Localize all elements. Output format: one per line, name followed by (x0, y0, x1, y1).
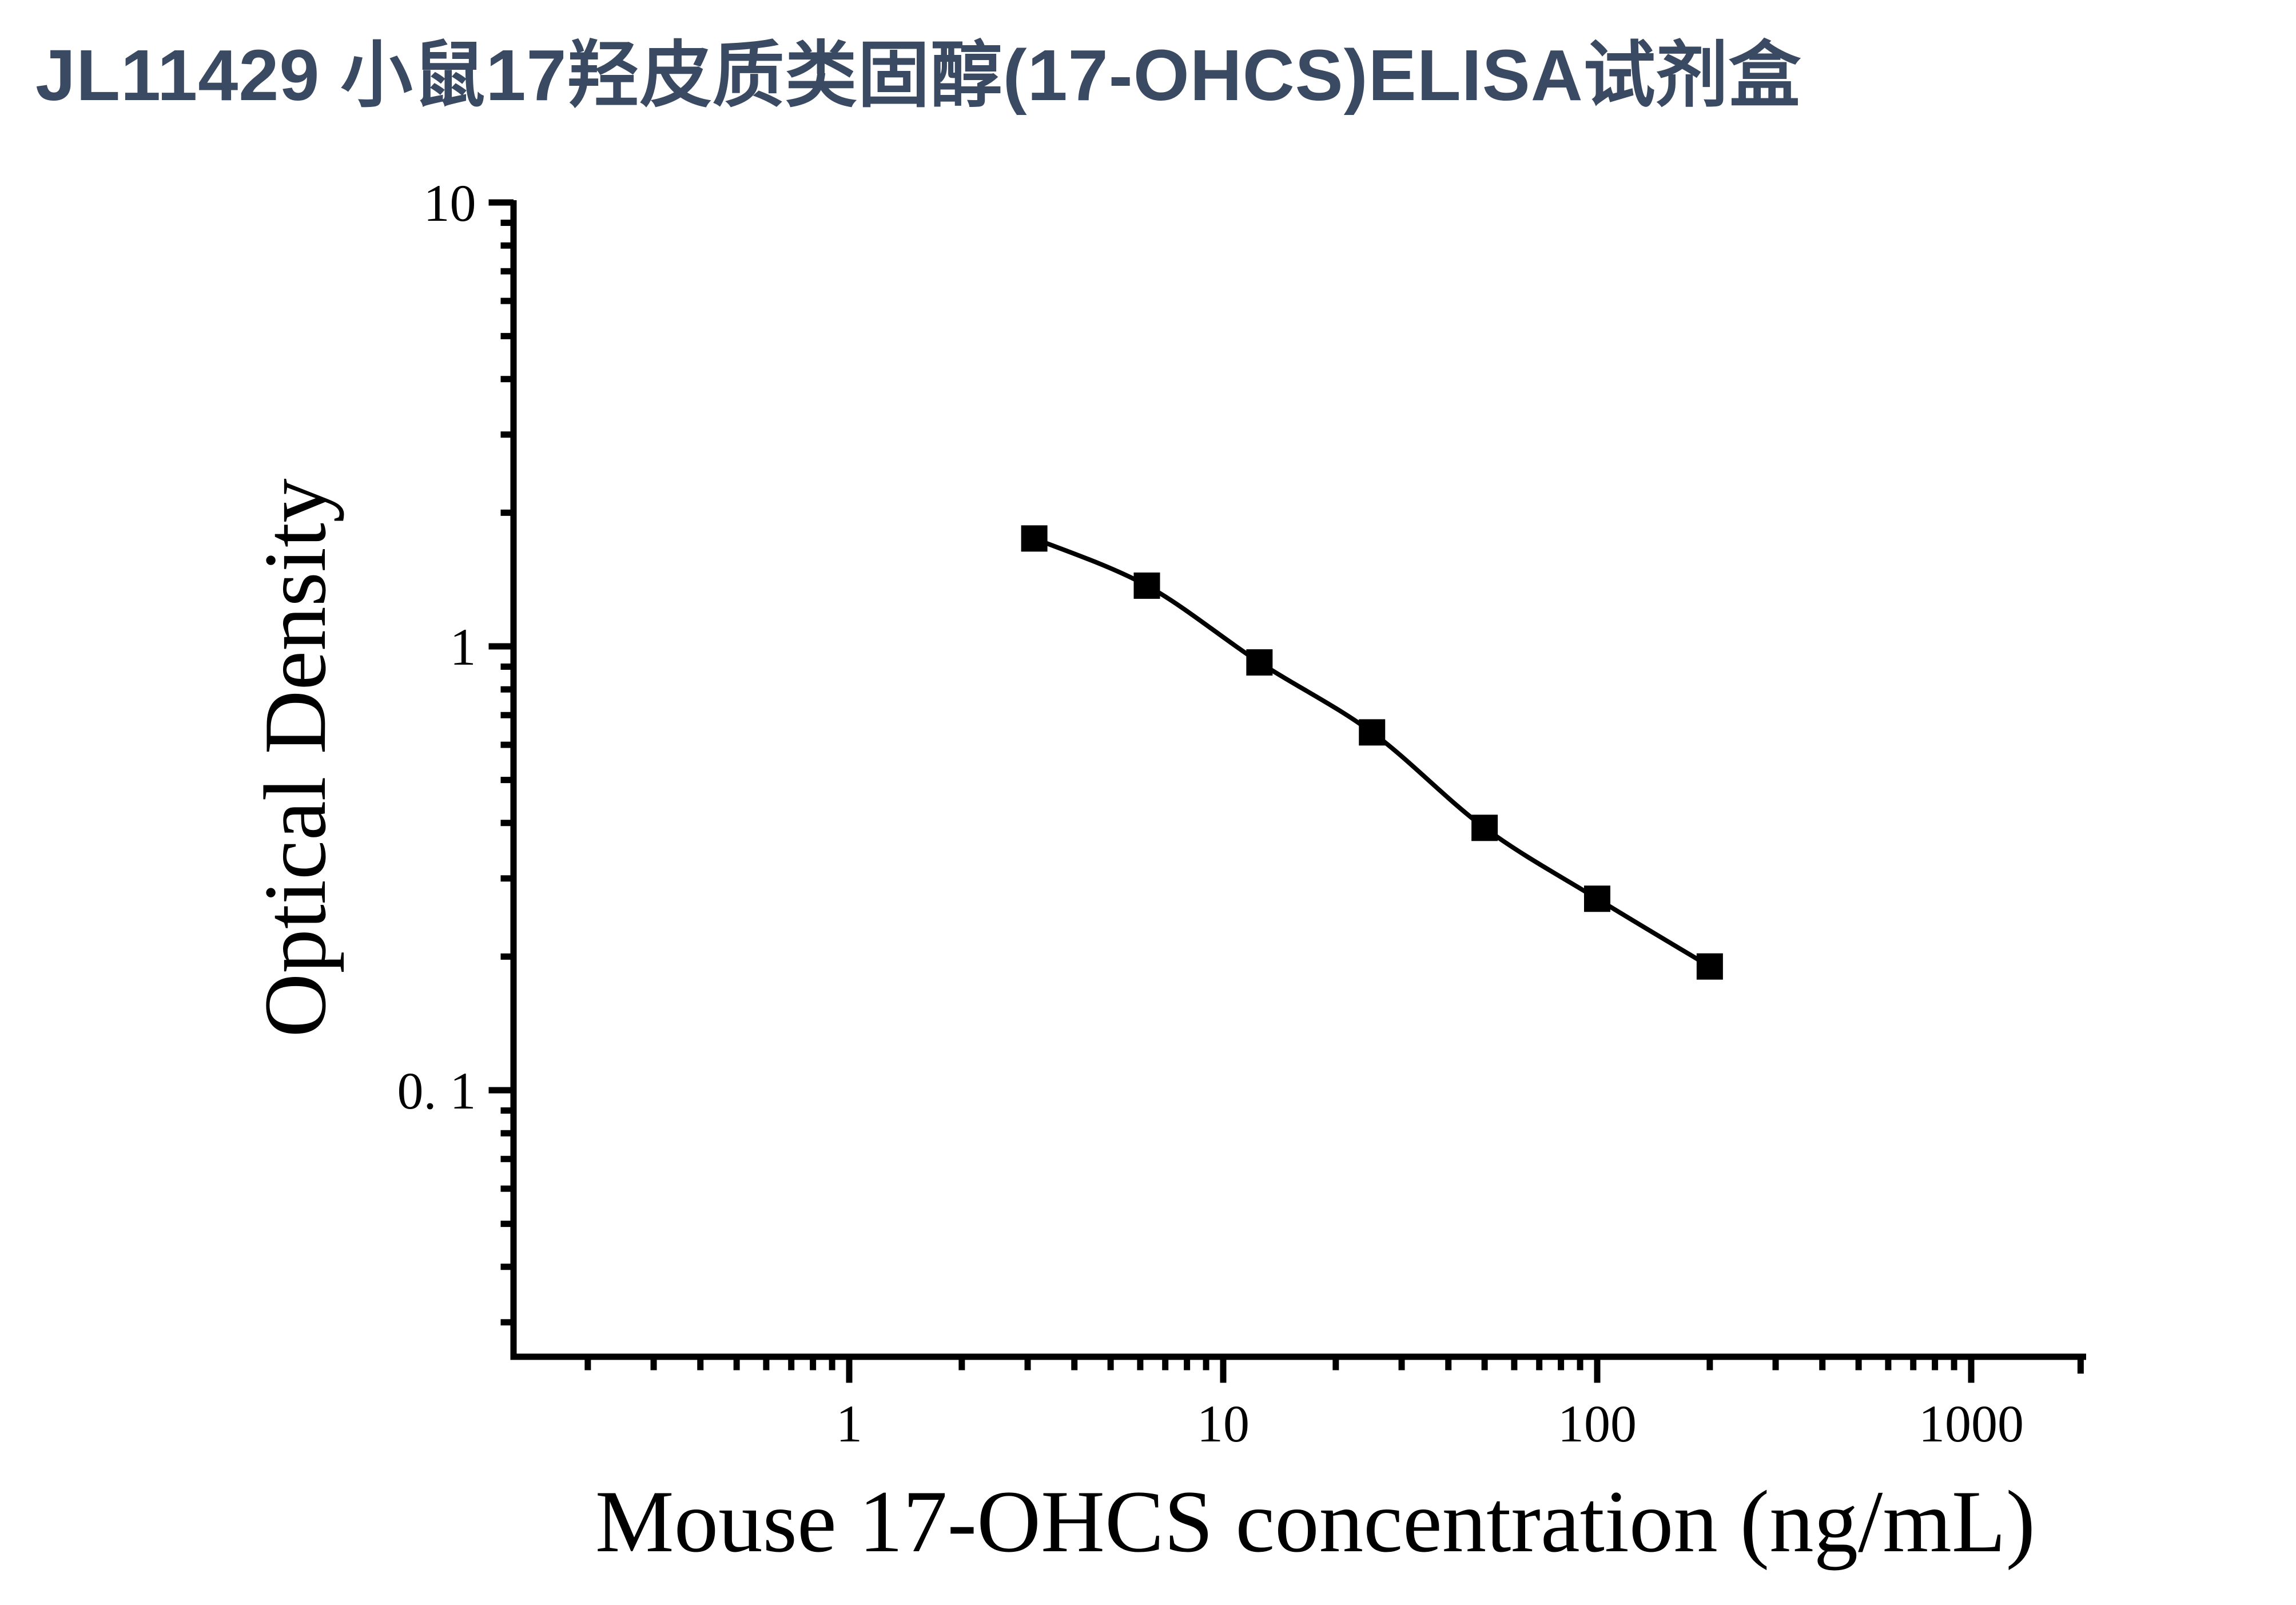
axis-ticks (488, 199, 2084, 1383)
y-tick-label: 1 (450, 618, 476, 676)
page-title: JL11429 小鼠17羟皮质类固醇(17-OHCS)ELISA试剂盒 (35, 35, 1801, 116)
data-point-marker (1021, 525, 1048, 552)
x-tick-label: 10 (1197, 1395, 1250, 1453)
y-axis-title: Optical Density (246, 478, 344, 1037)
data-point-marker (1584, 885, 1610, 912)
y-tick-label: 0. 1 (397, 1062, 476, 1120)
data-point-marker (1471, 815, 1498, 841)
data-point-marker (1246, 649, 1273, 676)
x-tick-label: 1 (836, 1395, 862, 1453)
data-point-marker (1696, 953, 1723, 980)
axes (510, 200, 2086, 1360)
curve-and-points (1021, 525, 1723, 980)
x-tick-label: 1000 (1919, 1395, 2024, 1453)
x-axis-title: Mouse 17-OHCS concentration (ng/mL) (595, 1472, 2035, 1571)
x-tick-label: 100 (1558, 1395, 1637, 1453)
tick-labels: 10 1 0. 1 1 10 100 1000 (397, 174, 2024, 1453)
y-tick-label: 10 (424, 174, 476, 232)
data-point-marker (1359, 719, 1386, 746)
data-point-marker (1133, 572, 1160, 599)
